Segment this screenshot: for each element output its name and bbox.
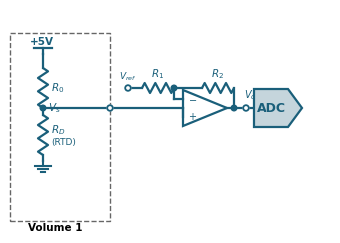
Text: +5V: +5V (30, 37, 54, 47)
Text: $R_2$: $R_2$ (211, 67, 224, 81)
Text: $R_0$: $R_0$ (51, 81, 64, 95)
Circle shape (125, 85, 131, 91)
Circle shape (243, 105, 249, 111)
Text: $V_s$: $V_s$ (48, 101, 61, 115)
Text: $V_{ref}$: $V_{ref}$ (119, 70, 137, 83)
Text: $R_1$: $R_1$ (151, 67, 165, 81)
Bar (10, 33, 110, 221)
Circle shape (107, 105, 113, 111)
Text: $V_o$: $V_o$ (244, 88, 256, 102)
Text: $+$: $+$ (188, 112, 197, 122)
Text: $R_D$: $R_D$ (51, 123, 65, 137)
Text: ADC: ADC (256, 102, 286, 114)
Circle shape (231, 105, 237, 111)
Circle shape (40, 105, 46, 111)
Text: $-$: $-$ (188, 94, 197, 104)
Circle shape (171, 85, 177, 91)
Text: Volume 1: Volume 1 (28, 223, 83, 233)
Polygon shape (254, 89, 302, 127)
Text: (RTD): (RTD) (51, 139, 76, 148)
